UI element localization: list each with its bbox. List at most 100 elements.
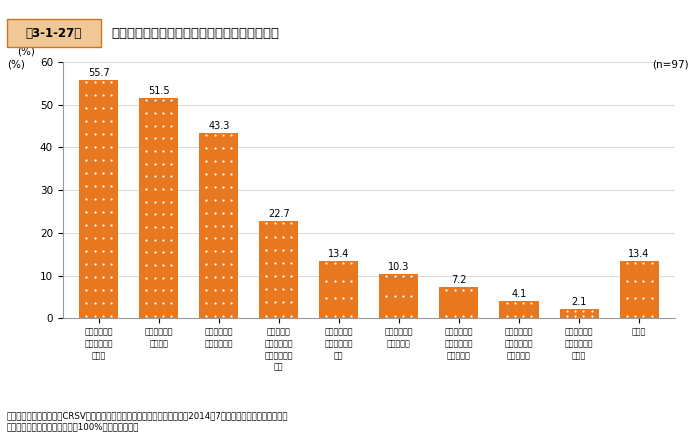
Point <box>166 312 177 319</box>
Point <box>81 312 92 319</box>
Point <box>89 170 100 177</box>
Point <box>81 248 92 255</box>
Point <box>200 261 212 268</box>
Point <box>157 110 168 117</box>
Point <box>226 261 237 268</box>
Point <box>106 221 117 229</box>
Point <box>209 312 220 319</box>
Bar <box>379 274 418 318</box>
Point <box>321 277 332 284</box>
Point <box>441 286 452 293</box>
Bar <box>79 80 118 318</box>
Point <box>106 260 117 267</box>
Point <box>141 97 152 104</box>
Point <box>149 97 160 104</box>
Point <box>149 274 160 281</box>
Point <box>157 160 168 167</box>
Point <box>89 312 100 319</box>
Point <box>406 273 417 280</box>
Point <box>278 246 289 253</box>
Point <box>166 249 177 256</box>
Point <box>157 224 168 231</box>
Point <box>89 221 100 229</box>
Point <box>200 132 212 139</box>
Text: 2.1: 2.1 <box>571 297 587 307</box>
Point <box>569 308 580 315</box>
Point <box>81 299 92 306</box>
Point <box>141 211 152 218</box>
Point <box>157 312 168 319</box>
Bar <box>560 309 599 318</box>
Point <box>97 221 109 229</box>
Point <box>141 122 152 129</box>
Point <box>586 308 597 315</box>
Point <box>166 287 177 294</box>
Point <box>157 122 168 129</box>
Point <box>278 233 289 240</box>
Point <box>89 286 100 293</box>
Point <box>166 211 177 218</box>
Point <box>449 312 460 319</box>
Point <box>397 312 409 319</box>
Point <box>89 234 100 241</box>
Point <box>97 273 109 280</box>
Point <box>81 273 92 280</box>
Point <box>141 236 152 243</box>
Point <box>89 105 100 112</box>
Point <box>89 156 100 164</box>
Point <box>166 300 177 307</box>
Point <box>209 196 220 203</box>
Point <box>209 235 220 242</box>
Text: 43.3: 43.3 <box>208 121 230 131</box>
Point <box>97 131 109 138</box>
Point <box>97 118 109 125</box>
Point <box>261 299 272 306</box>
Point <box>209 132 220 139</box>
Point <box>278 299 289 306</box>
Bar <box>319 261 358 318</box>
Point <box>501 312 512 319</box>
Point <box>389 312 400 319</box>
Point <box>141 300 152 307</box>
Point <box>97 183 109 190</box>
Point <box>346 259 357 267</box>
Point <box>226 183 237 191</box>
Point <box>209 158 220 165</box>
Point <box>106 144 117 151</box>
Point <box>149 211 160 218</box>
Text: 10.3: 10.3 <box>388 262 409 272</box>
Point <box>81 156 92 164</box>
Point <box>389 293 400 300</box>
Point <box>286 259 297 267</box>
Point <box>261 246 272 253</box>
Text: 51.5: 51.5 <box>148 86 170 96</box>
Point <box>166 186 177 193</box>
Point <box>97 156 109 164</box>
Point <box>269 312 280 319</box>
Point <box>81 118 92 125</box>
Point <box>81 286 92 293</box>
Point <box>106 183 117 190</box>
Point <box>141 262 152 269</box>
Text: 第3-1-27図: 第3-1-27図 <box>26 27 82 40</box>
Point <box>209 145 220 152</box>
Point <box>629 312 640 319</box>
Point <box>157 236 168 243</box>
Point <box>157 249 168 256</box>
Point <box>97 312 109 319</box>
Point <box>209 222 220 229</box>
Point <box>200 209 212 216</box>
Point <box>200 158 212 165</box>
Point <box>81 92 92 99</box>
Point <box>157 97 168 104</box>
Point <box>149 300 160 307</box>
Point <box>166 97 177 104</box>
Point <box>286 233 297 240</box>
Point <box>149 224 160 231</box>
Point <box>200 286 212 293</box>
Text: 22.7: 22.7 <box>268 209 290 219</box>
Point <box>141 186 152 193</box>
Point <box>638 312 649 319</box>
Point <box>81 79 92 86</box>
Point <box>286 220 297 227</box>
